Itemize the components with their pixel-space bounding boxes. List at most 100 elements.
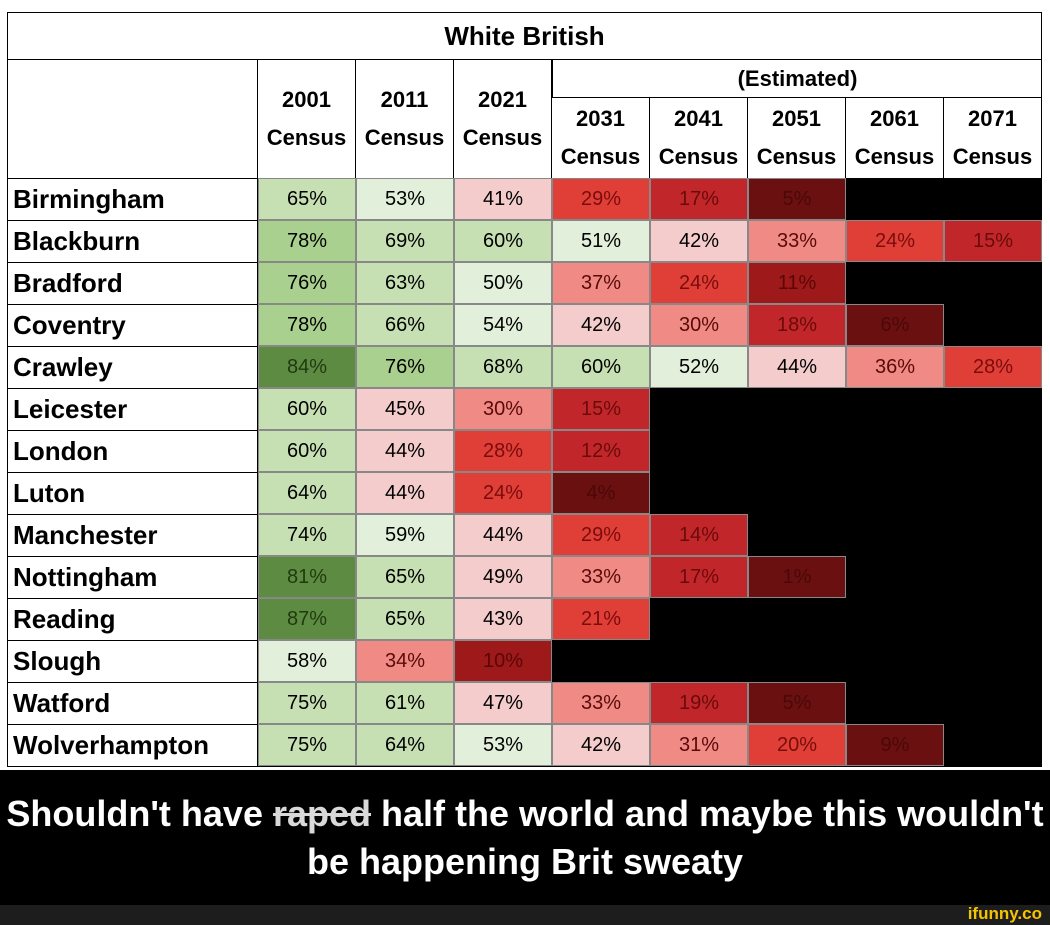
value-text: 44%: [384, 439, 426, 462]
row-name: Birmingham: [7, 178, 258, 220]
estimated-text: (Estimated): [737, 65, 858, 91]
empty-cell: [650, 472, 748, 514]
empty-cell: [748, 514, 846, 556]
value-text: 15%: [580, 397, 622, 420]
row-name: Coventry: [7, 304, 258, 346]
value-text: 60%: [286, 397, 328, 420]
row-name-text: London: [13, 436, 109, 466]
value-text: 30%: [482, 397, 524, 420]
value-cell: 4%: [552, 472, 650, 514]
value-text: 45%: [384, 397, 426, 420]
value-cell: 31%: [650, 724, 748, 766]
value-cell: 64%: [356, 724, 454, 766]
empty-cell: [846, 598, 944, 640]
name-header: [7, 60, 258, 178]
empty-cell: [748, 430, 846, 472]
value-cell: 61%: [356, 682, 454, 724]
value-text: 33%: [580, 565, 622, 588]
table-title: White British: [7, 12, 1042, 60]
column-year: 2031: [576, 106, 625, 131]
column-header: 2041 Census: [650, 98, 748, 178]
row-name-text: Luton: [13, 478, 86, 508]
value-text: 41%: [482, 187, 524, 210]
column-header: 2021 Census: [454, 60, 552, 178]
column-year: 2071: [968, 106, 1017, 131]
row-name: Manchester: [7, 514, 258, 556]
empty-cell: [650, 640, 748, 682]
value-text: 28%: [972, 355, 1014, 378]
row-name: Bradford: [7, 262, 258, 304]
value-cell: 24%: [846, 220, 944, 262]
value-cell: 6%: [846, 304, 944, 346]
value-text: 5%: [782, 187, 812, 210]
value-text: 29%: [580, 523, 622, 546]
value-cell: 53%: [356, 178, 454, 220]
empty-cell: [748, 598, 846, 640]
row-name: London: [7, 430, 258, 472]
value-cell: 50%: [454, 262, 552, 304]
value-cell: 29%: [552, 178, 650, 220]
empty-cell: [846, 640, 944, 682]
value-text: 60%: [482, 229, 524, 252]
value-text: 42%: [580, 733, 622, 756]
value-cell: 18%: [748, 304, 846, 346]
value-cell: 45%: [356, 388, 454, 430]
value-cell: 28%: [454, 430, 552, 472]
value-cell: 37%: [552, 262, 650, 304]
value-cell: 15%: [944, 220, 1042, 262]
value-text: 78%: [286, 229, 328, 252]
value-cell: 11%: [748, 262, 846, 304]
value-cell: 78%: [258, 220, 356, 262]
empty-cell: [650, 430, 748, 472]
value-text: 49%: [482, 565, 524, 588]
row-name: Watford: [7, 682, 258, 724]
value-cell: 76%: [258, 262, 356, 304]
value-text: 54%: [482, 313, 524, 336]
empty-cell: [944, 304, 1042, 346]
value-text: 4%: [586, 481, 616, 504]
value-text: 75%: [286, 691, 328, 714]
value-text: 76%: [384, 355, 426, 378]
row-name-text: Nottingham: [13, 562, 158, 592]
value-cell: 9%: [846, 724, 944, 766]
value-cell: 65%: [356, 598, 454, 640]
empty-cell: [944, 388, 1042, 430]
column-label: Census: [756, 144, 837, 169]
empty-cell: [748, 388, 846, 430]
value-cell: 14%: [650, 514, 748, 556]
value-text: 84%: [286, 355, 328, 378]
empty-cell: [846, 682, 944, 724]
value-text: 31%: [678, 733, 720, 756]
value-text: 65%: [384, 607, 426, 630]
column-label: Census: [364, 125, 445, 150]
value-cell: 33%: [748, 220, 846, 262]
row-name-text: Manchester: [13, 520, 158, 550]
column-label: Census: [658, 144, 739, 169]
value-text: 9%: [880, 733, 910, 756]
row-name: Slough: [7, 640, 258, 682]
value-cell: 24%: [454, 472, 552, 514]
empty-cell: [944, 514, 1042, 556]
value-cell: 44%: [356, 430, 454, 472]
column-year: 2051: [772, 106, 821, 131]
value-text: 10%: [482, 649, 524, 672]
column-header: 2011 Census: [356, 60, 454, 178]
value-cell: 81%: [258, 556, 356, 598]
value-cell: 47%: [454, 682, 552, 724]
row-name: Blackburn: [7, 220, 258, 262]
column-header: 2071 Census: [944, 98, 1042, 178]
value-cell: 44%: [454, 514, 552, 556]
column-year: 2011: [380, 87, 429, 112]
value-cell: 10%: [454, 640, 552, 682]
row-name-text: Slough: [13, 646, 102, 676]
row-name-text: Bradford: [13, 268, 123, 298]
value-text: 87%: [286, 607, 328, 630]
value-text: 1%: [782, 565, 812, 588]
empty-cell: [846, 178, 944, 220]
value-text: 47%: [482, 691, 524, 714]
empty-cell: [944, 598, 1042, 640]
caption-struck: raped: [272, 793, 372, 834]
value-cell: 28%: [944, 346, 1042, 388]
value-cell: 53%: [454, 724, 552, 766]
column-header: 2051 Census: [748, 98, 846, 178]
